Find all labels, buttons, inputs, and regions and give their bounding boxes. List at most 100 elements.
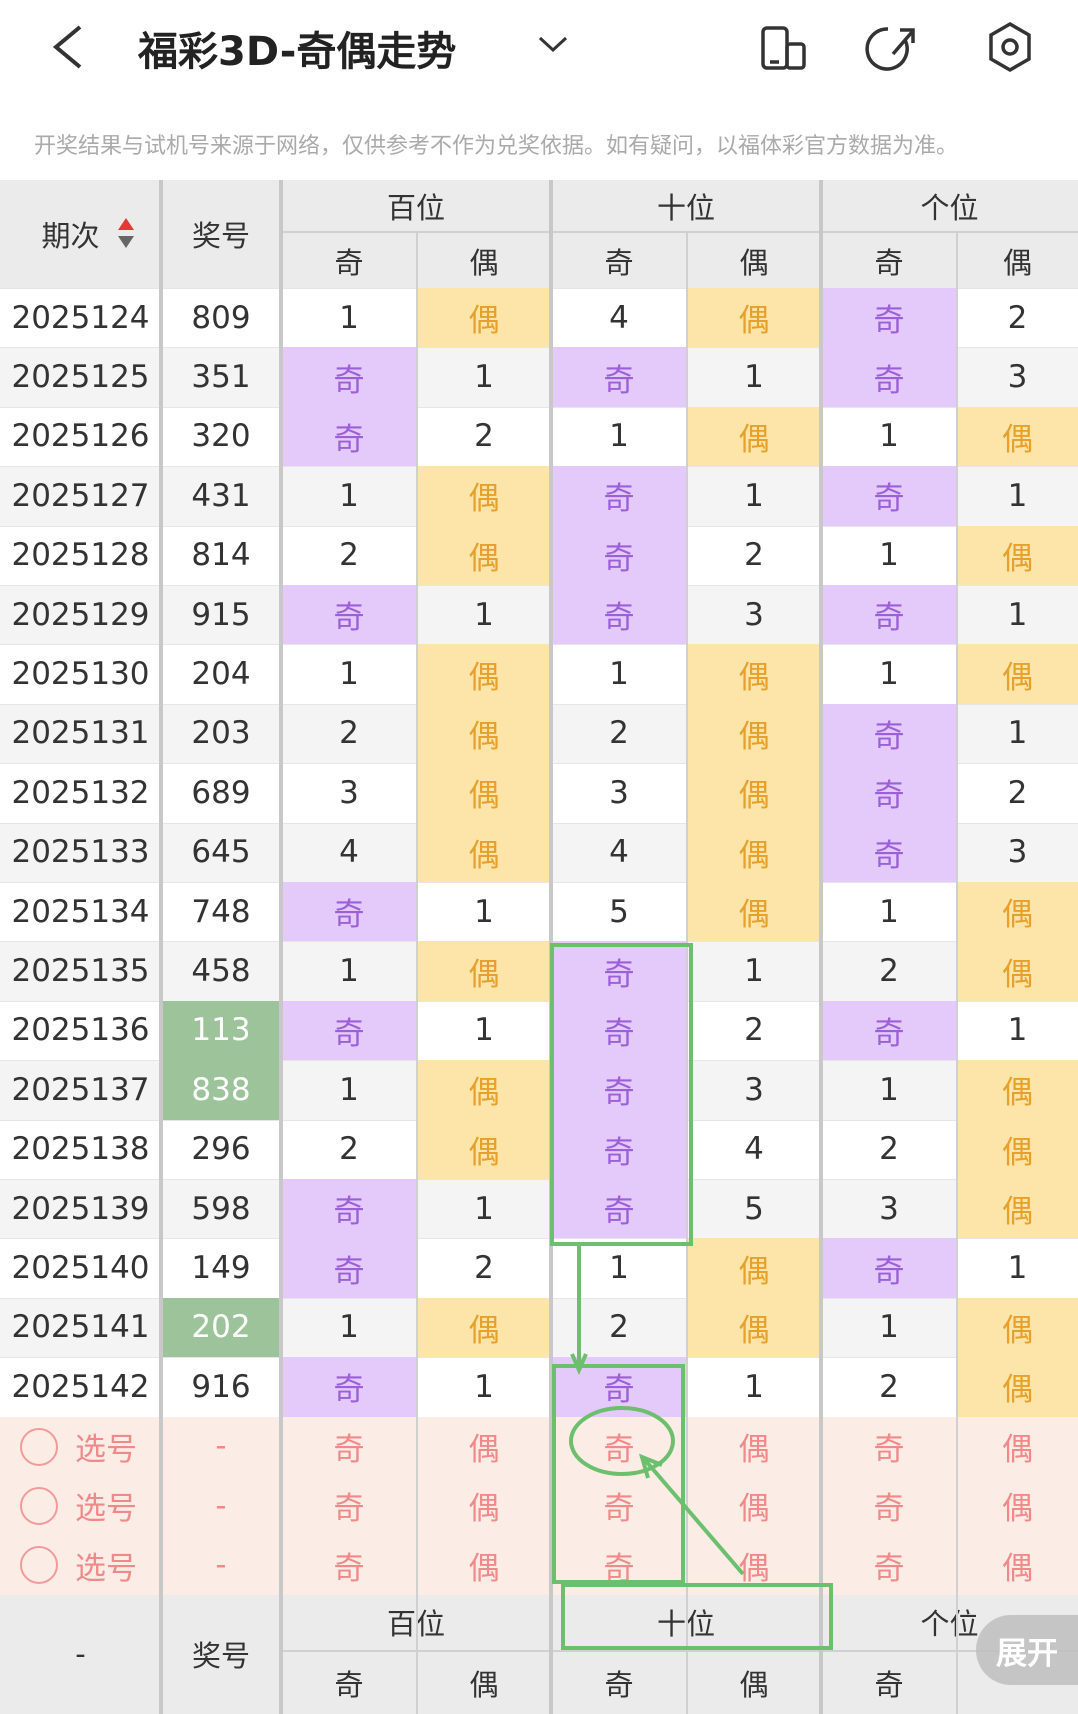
footer-number: 奖号 — [161, 1594, 281, 1714]
pick-cell: 奇 — [603, 1550, 635, 1587]
trend-cell: 1 — [609, 656, 629, 693]
dropdown-arrow[interactable] — [538, 36, 568, 53]
back-button[interactable] — [52, 25, 82, 69]
trend-cell: 1 — [474, 893, 494, 930]
trend-cell: 1 — [1007, 715, 1028, 752]
trend-cell: 1 — [1007, 477, 1028, 514]
screen-icon[interactable] — [761, 26, 806, 70]
trend-cell: 1 — [339, 1071, 359, 1108]
trend-cell: 1 — [744, 359, 764, 396]
trend-cell: 4 — [609, 834, 629, 871]
share-icon[interactable] — [865, 27, 915, 71]
trend-cell: 奇 — [821, 703, 957, 764]
pick-cell: 偶 — [738, 1431, 770, 1468]
expand-button[interactable]: 展开 — [976, 1615, 1078, 1685]
trend-cell: 1 — [744, 953, 764, 990]
trend-cell: 偶 — [417, 1119, 551, 1179]
trend-cell: 偶 — [417, 1297, 551, 1358]
pick-number: - — [215, 1547, 227, 1584]
row-bg — [0, 1357, 1078, 1417]
trend-cell: 偶 — [417, 644, 551, 704]
settings-icon[interactable] — [989, 21, 1031, 73]
award-number: 814 — [191, 537, 251, 574]
trend-cell: 1 — [879, 656, 899, 693]
pick-cell: 偶 — [738, 1550, 770, 1587]
trend-cell: 奇 — [551, 1357, 687, 1417]
award-number: 204 — [191, 656, 251, 693]
issue: 2025133 — [11, 834, 150, 871]
trend-cell: 2 — [474, 1250, 494, 1287]
header-group: 个位 — [821, 180, 1078, 233]
pick-number: - — [215, 1487, 227, 1524]
trend-cell: 偶 — [687, 822, 821, 882]
pick-cell: 奇 — [333, 1550, 365, 1587]
column-line — [416, 233, 418, 1714]
trend-cell: 奇 — [821, 466, 957, 526]
trend-cell: 1 — [339, 656, 359, 693]
header-group: 十位 — [551, 180, 821, 233]
trend-cell: 偶 — [687, 644, 821, 704]
pick-cell: 偶 — [1002, 1431, 1033, 1468]
trend-cell: 1 — [744, 477, 764, 514]
trend-cell: 奇 — [821, 822, 957, 882]
award-number: 458 — [191, 953, 251, 990]
trend-cell: 偶 — [957, 1357, 1078, 1417]
pick-cell: 偶 — [468, 1550, 500, 1587]
award-number: 598 — [191, 1190, 251, 1227]
trend-cell: 偶 — [687, 882, 821, 942]
top-icons — [52, 21, 1031, 73]
trend-cell: 3 — [609, 774, 629, 811]
issue: 2025124 — [11, 299, 150, 336]
award-number: 431 — [191, 477, 251, 514]
award-number: 202 — [161, 1297, 281, 1358]
trend-cell: 2 — [339, 715, 359, 752]
trend-cell: 4 — [339, 834, 359, 871]
trend-cell: 奇 — [551, 1060, 687, 1120]
pick-cell: 偶 — [468, 1491, 500, 1528]
trend-cell: 2 — [879, 1131, 899, 1168]
trend-cell: 奇 — [281, 406, 417, 467]
award-number: 296 — [191, 1131, 251, 1168]
trend-cell: 1 — [1007, 1250, 1028, 1287]
trend-cell: 偶 — [957, 1119, 1078, 1179]
header-sub: 奇 — [281, 233, 417, 288]
sort-icon[interactable] — [116, 216, 136, 252]
trend-cell: 奇 — [551, 1119, 687, 1179]
trend-cell: 奇 — [821, 763, 957, 823]
trend-cell: 奇 — [551, 347, 687, 407]
trend-cell: 偶 — [687, 763, 821, 823]
pick-cell: 奇 — [333, 1431, 365, 1468]
trend-cell: 1 — [1007, 596, 1028, 633]
row-bg — [0, 882, 1078, 942]
pick-cell: 偶 — [1002, 1550, 1033, 1587]
award-number: 149 — [191, 1250, 251, 1287]
trend-cell: 2 — [339, 1131, 359, 1168]
issue: 2025125 — [11, 359, 150, 396]
pick-cell: 奇 — [873, 1431, 905, 1468]
column-line — [686, 233, 688, 1714]
award-number: 916 — [191, 1368, 251, 1405]
trend-cell: 1 — [879, 537, 899, 574]
trend-cell: 偶 — [957, 406, 1078, 467]
pick-cell: 奇 — [873, 1491, 905, 1528]
footer-sub: 奇 — [281, 1651, 417, 1714]
pick-row-bg — [0, 1476, 1078, 1536]
issue: 2025140 — [11, 1250, 150, 1287]
trend-cell: 奇 — [281, 585, 417, 645]
trend-cell: 1 — [339, 1309, 359, 1346]
trend-cell: 2 — [879, 953, 899, 990]
trend-cell: 奇 — [281, 1238, 417, 1298]
award-number: 351 — [191, 359, 251, 396]
trend-cell: 偶 — [417, 525, 551, 585]
trend-cell: 偶 — [957, 1297, 1078, 1358]
issue: 2025134 — [11, 893, 150, 930]
pick-row-bg — [0, 1535, 1078, 1595]
trend-cell: 1 — [339, 477, 359, 514]
trend-cell: 奇 — [821, 585, 957, 645]
trend-cell: 奇 — [821, 288, 957, 348]
award-number: 320 — [191, 418, 251, 455]
issue: 2025142 — [11, 1368, 150, 1405]
trend-cell: 奇 — [551, 525, 687, 585]
trend-cell: 5 — [609, 893, 629, 930]
pick-radio — [20, 1427, 58, 1466]
